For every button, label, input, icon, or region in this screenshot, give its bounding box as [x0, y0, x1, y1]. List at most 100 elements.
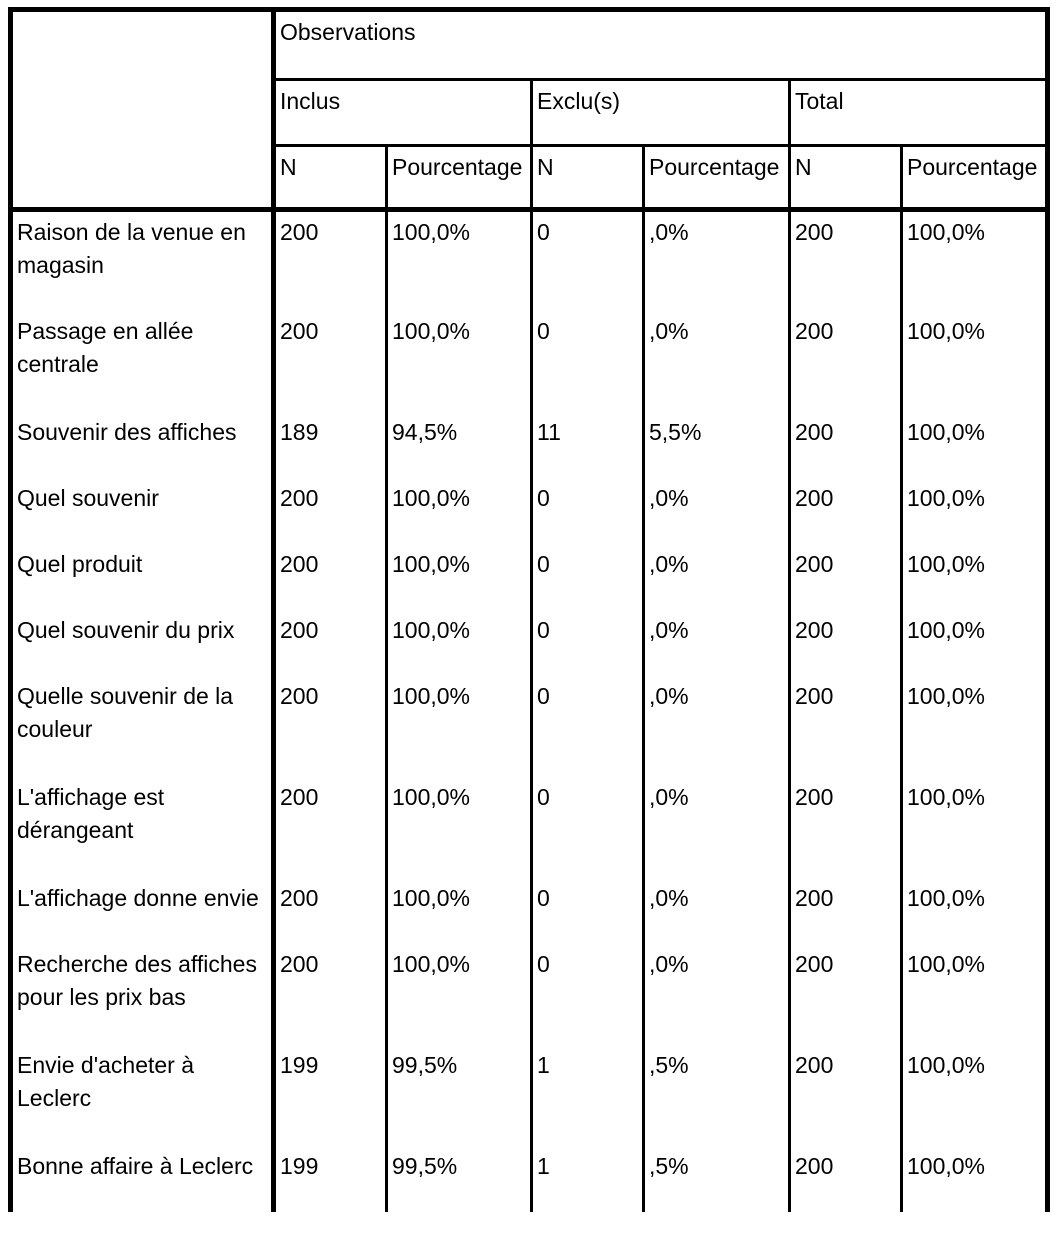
- cell-exclus-n: 1: [531, 1145, 645, 1212]
- table-row: Quel souvenir 200 100,0% 0,0% 200 100,0%: [8, 477, 1051, 544]
- cell-total-pourcentage: 100,0%: [901, 609, 1051, 676]
- cell-inclus-pourcentage: 100,0%: [386, 543, 533, 610]
- observations-header: Observations: [273, 7, 1051, 81]
- cell-inclus-n: 200: [273, 609, 388, 676]
- cell-total-n: 200: [789, 1044, 903, 1146]
- cell-total-n: 200: [789, 310, 903, 412]
- cell-exclus-n: 0: [531, 776, 645, 878]
- cell-exclus-n: 0: [531, 877, 645, 944]
- subheader-inclus-pourcentage: Pourcentage: [386, 145, 533, 212]
- cell-inclus-n: 200: [273, 675, 388, 777]
- header-row-observations: Observations: [8, 7, 1051, 212]
- row-label: Raison de la venue en magasin: [8, 209, 276, 311]
- row-label: Bonne affaire à Leclerc: [8, 1145, 276, 1212]
- header-row-subheaders: N Pourcentage N Pourcentage N Pourcentag…: [11, 145, 1051, 212]
- cell-exclus-n: 0: [531, 675, 645, 777]
- group-header-total: Total: [789, 79, 1051, 147]
- cell-total-pourcentage: 100,0%: [901, 877, 1051, 944]
- table-row: L'affichage est dérangeant 200 100,0% 0,0% 2…: [8, 776, 1051, 878]
- cell-total-pourcentage: 100,0%: [901, 1145, 1051, 1212]
- group-header-inclus: Inclus: [273, 79, 533, 147]
- cell-total-n: 200: [789, 877, 903, 944]
- row-label: Passage en allée centrale: [8, 310, 276, 412]
- cell-inclus-n: 200: [273, 477, 388, 544]
- cell-inclus-n: 189: [273, 411, 388, 478]
- cell-inclus-pourcentage: 94,5%: [386, 411, 533, 478]
- cell-exclus-n: 0: [531, 310, 645, 412]
- cell-inclus-n: 200: [273, 943, 388, 1045]
- subheader-exclus-n: N: [531, 145, 645, 212]
- subheader-total-pourcentage: Pourcentage: [901, 145, 1051, 212]
- row-label: Recherche des affiches pour les prix bas: [8, 943, 276, 1045]
- row-label: Quel souvenir du prix: [8, 609, 276, 676]
- cell-total-pourcentage: 100,0%: [901, 675, 1051, 777]
- cell-exclus-n: 0: [531, 477, 645, 544]
- cell-total-n: 200: [789, 209, 903, 311]
- cell-exclus-n: 0: [531, 609, 645, 676]
- cell-inclus-n: 200: [273, 209, 388, 311]
- row-label: Souvenir des affiches: [8, 411, 276, 478]
- cell-inclus-pourcentage: 100,0%: [386, 943, 533, 1045]
- cell-exclus-pourcentage: ,0%: [643, 609, 791, 676]
- cell-exclus-pourcentage: ,0%: [643, 543, 791, 610]
- row-label: Quel produit: [8, 543, 276, 610]
- cell-exclus-n: 0: [531, 943, 645, 1045]
- cell-inclus-n: 200: [273, 877, 388, 944]
- cell-inclus-pourcentage: 100,0%: [386, 609, 533, 676]
- cell-exclus-pourcentage: ,0%: [643, 776, 791, 878]
- corner-cell: [8, 7, 276, 212]
- cell-exclus-pourcentage: ,0%: [643, 675, 791, 777]
- subheader-inclus-n: N: [273, 145, 388, 212]
- table-body: Raison de la venue en magasin 200 100,0% 0,…: [8, 209, 1051, 1212]
- table-row: Raison de la venue en magasin 200 100,0% 0,…: [8, 209, 1051, 311]
- cell-total-n: 200: [789, 776, 903, 878]
- cell-exclus-pourcentage: 5,5%: [643, 411, 791, 478]
- cell-total-n: 200: [789, 943, 903, 1045]
- cell-inclus-pourcentage: 100,0%: [386, 776, 533, 878]
- table-row: Quel produit 200 100,0% 0,0% 200 100,0%: [8, 543, 1051, 610]
- cell-exclus-n: 0: [531, 543, 645, 610]
- cell-total-pourcentage: 100,0%: [901, 477, 1051, 544]
- case-processing-table: Observations Inclus Exclu(s) Total N Pou…: [8, 7, 1051, 1212]
- table-row: L'affichage donne envie 200 100,0% 0,0% 200 1…: [8, 877, 1051, 944]
- cell-total-pourcentage: 100,0%: [901, 310, 1051, 412]
- cell-exclus-pourcentage: ,0%: [643, 209, 791, 311]
- cell-exclus-pourcentage: ,0%: [643, 310, 791, 412]
- cell-exclus-n: 1: [531, 1044, 645, 1146]
- cell-inclus-n: 199: [273, 1145, 388, 1212]
- cell-exclus-pourcentage: ,5%: [643, 1044, 791, 1146]
- cell-inclus-n: 200: [273, 776, 388, 878]
- table-row: Recherche des affiches pour les prix bas…: [8, 943, 1051, 1045]
- subheader-total-n: N: [789, 145, 903, 212]
- cell-exclus-pourcentage: ,0%: [643, 477, 791, 544]
- table-row: Quel souvenir du prix 200 100,0% 0,0% 200 100…: [8, 609, 1051, 676]
- row-label: Envie d'acheter à Leclerc: [8, 1044, 276, 1146]
- cell-total-pourcentage: 100,0%: [901, 543, 1051, 610]
- cell-total-n: 200: [789, 477, 903, 544]
- cell-exclus-pourcentage: ,0%: [643, 877, 791, 944]
- cell-inclus-pourcentage: 99,5%: [386, 1044, 533, 1146]
- table-row: Envie d'acheter à Leclerc 199 99,5% 1,5% 200…: [8, 1044, 1051, 1146]
- table-row: Bonne affaire à Leclerc 199 99,5% 1,5% 200 10…: [8, 1145, 1051, 1212]
- table-row: Passage en allée centrale 200 100,0% 0,0% 20…: [8, 310, 1051, 412]
- cell-inclus-n: 200: [273, 543, 388, 610]
- subheader-exclus-pourcentage: Pourcentage: [643, 145, 791, 212]
- cell-total-pourcentage: 100,0%: [901, 209, 1051, 311]
- cell-inclus-pourcentage: 100,0%: [386, 675, 533, 777]
- cell-total-n: 200: [789, 609, 903, 676]
- cell-inclus-pourcentage: 100,0%: [386, 209, 533, 311]
- table-row: Quelle souvenir de la couleur 200 100,0% 0,…: [8, 675, 1051, 777]
- cell-inclus-n: 200: [273, 310, 388, 412]
- cell-exclus-pourcentage: ,5%: [643, 1145, 791, 1212]
- cell-inclus-pourcentage: 100,0%: [386, 477, 533, 544]
- cell-total-pourcentage: 100,0%: [901, 776, 1051, 878]
- row-label: L'affichage donne envie: [8, 877, 276, 944]
- row-label: Quel souvenir: [8, 477, 276, 544]
- row-label: Quelle souvenir de la couleur: [8, 675, 276, 777]
- cell-total-pourcentage: 100,0%: [901, 1044, 1051, 1146]
- cell-exclus-pourcentage: ,0%: [643, 943, 791, 1045]
- cell-exclus-n: 11: [531, 411, 645, 478]
- group-header-exclus: Exclu(s): [531, 79, 791, 147]
- cell-total-pourcentage: 100,0%: [901, 411, 1051, 478]
- table-row: Souvenir des affiches 189 94,5% 11 5,5% 200 10…: [8, 411, 1051, 478]
